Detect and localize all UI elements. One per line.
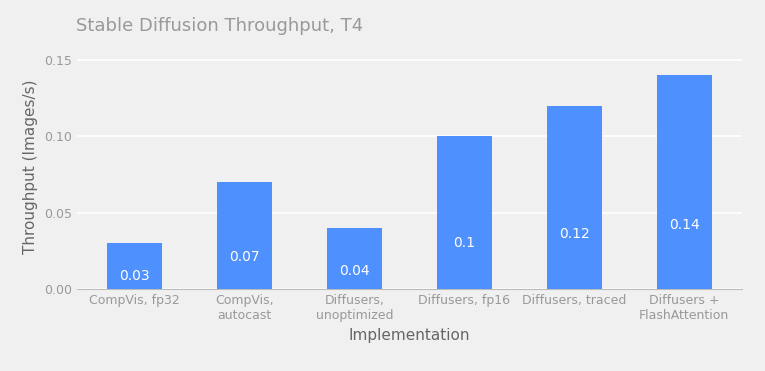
- Bar: [107, 243, 161, 289]
- Text: 0.07: 0.07: [229, 250, 259, 264]
- Text: 0.04: 0.04: [339, 264, 369, 278]
- Bar: [437, 137, 492, 289]
- X-axis label: Implementation: Implementation: [349, 328, 470, 343]
- Bar: [327, 228, 382, 289]
- Y-axis label: Throughput (Images/s): Throughput (Images/s): [23, 80, 38, 254]
- Text: 0.1: 0.1: [454, 236, 475, 250]
- Bar: [657, 75, 711, 289]
- Bar: [216, 182, 272, 289]
- Bar: [547, 106, 602, 289]
- Text: 0.03: 0.03: [119, 269, 150, 283]
- Text: Stable Diffusion Throughput, T4: Stable Diffusion Throughput, T4: [76, 17, 363, 35]
- Text: 0.12: 0.12: [559, 227, 590, 241]
- Text: 0.14: 0.14: [669, 218, 700, 232]
